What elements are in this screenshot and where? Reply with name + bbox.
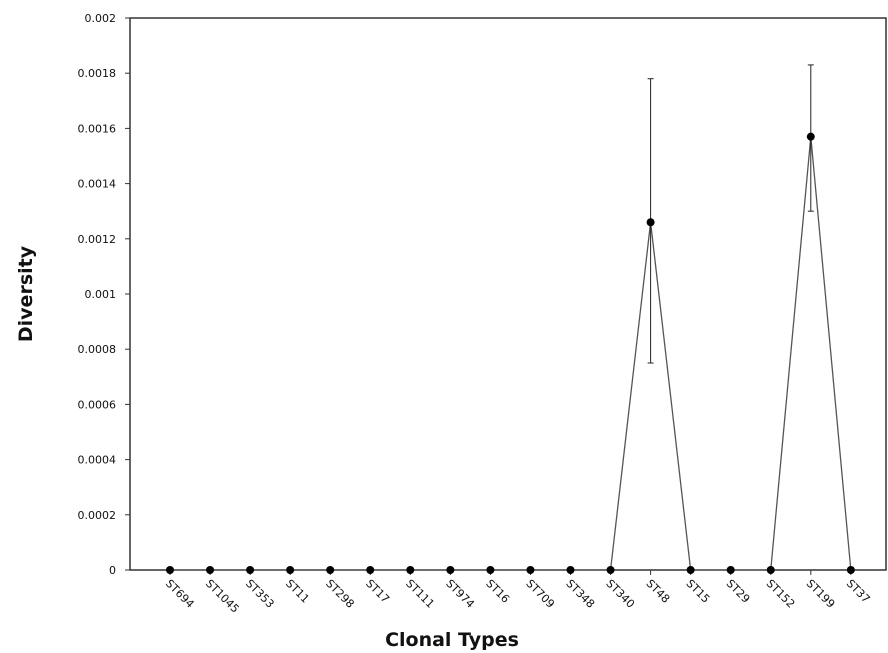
data-point xyxy=(166,566,174,574)
y-tick-label: 0.0014 xyxy=(78,178,117,191)
x-tick-label: ST37 xyxy=(844,577,873,606)
y-tick-label: 0.0016 xyxy=(78,122,117,135)
x-tick-label: ST199 xyxy=(804,577,838,611)
data-point xyxy=(686,566,695,574)
y-tick-label: 0.0018 xyxy=(78,67,117,80)
y-tick-label: 0 xyxy=(109,564,116,577)
x-tick-label: ST298 xyxy=(323,577,357,611)
data-point xyxy=(726,566,735,574)
data-point xyxy=(446,566,455,574)
x-tick-label: ST1045 xyxy=(203,577,242,616)
series-layer xyxy=(166,64,855,574)
data-point xyxy=(286,566,295,574)
data-point xyxy=(366,566,375,574)
x-tick-label: ST17 xyxy=(363,577,392,606)
data-point xyxy=(566,566,575,574)
data-point xyxy=(766,566,775,574)
x-axis-ticks: ST694 ST1045 ST353 ST11 ST298 ST17 ST111 ST974 S… xyxy=(163,570,873,616)
series-line xyxy=(170,136,852,571)
plot-frame xyxy=(129,17,887,571)
x-tick-label: ST974 xyxy=(443,577,477,611)
data-point xyxy=(846,566,855,574)
y-tick-label: 0.001 xyxy=(85,288,117,301)
y-axis-ticks: 0 0.0002 0.0004 0.0006 0.0008 0.001 0.0012 0.00… xyxy=(78,12,130,577)
x-tick-label: ST15 xyxy=(684,577,713,606)
x-tick-label: ST48 xyxy=(643,577,672,606)
y-tick-label: 0.0002 xyxy=(78,509,117,522)
x-tick-label: ST29 xyxy=(724,577,753,606)
y-tick-label: 0.0006 xyxy=(78,398,117,411)
y-tick-label: 0.0008 xyxy=(78,343,117,356)
data-point xyxy=(326,566,335,574)
x-tick-label: ST16 xyxy=(483,577,512,606)
data-point xyxy=(246,566,255,574)
data-point xyxy=(486,566,495,574)
data-point xyxy=(406,566,415,574)
x-tick-label: ST340 xyxy=(603,577,637,611)
x-tick-label: ST348 xyxy=(563,577,597,611)
data-point xyxy=(606,566,615,574)
data-point xyxy=(806,132,815,141)
x-tick-label: ST11 xyxy=(283,577,312,606)
x-tick-label: ST111 xyxy=(403,577,437,611)
x-tick-label: ST709 xyxy=(523,577,557,611)
x-axis-title: Clonal Types xyxy=(385,629,519,651)
x-tick-label: ST353 xyxy=(243,577,277,611)
y-axis-title: Diversity xyxy=(15,245,37,342)
y-tick-label: 0.0004 xyxy=(78,454,117,467)
data-point xyxy=(526,566,535,574)
y-tick-label: 0.002 xyxy=(85,12,117,25)
x-tick-label: ST694 xyxy=(163,577,197,611)
y-tick-label: 0.0012 xyxy=(78,233,117,246)
x-tick-label: ST152 xyxy=(764,577,798,611)
data-point xyxy=(646,218,655,227)
data-point xyxy=(206,566,215,574)
